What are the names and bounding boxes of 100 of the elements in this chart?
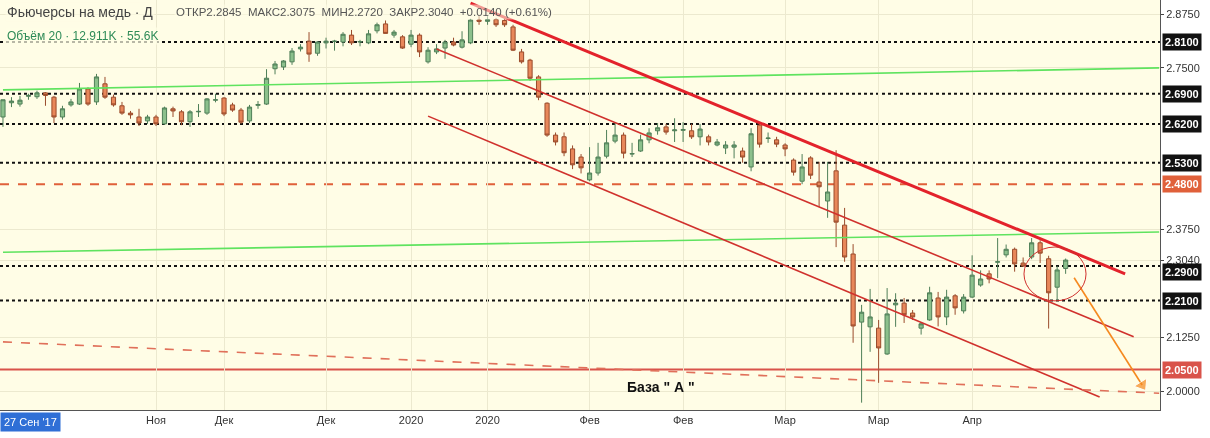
candlestick bbox=[374, 22, 380, 34]
x-tick-label: Ноя bbox=[145, 414, 167, 427]
candlestick bbox=[289, 47, 295, 66]
candlestick bbox=[1020, 256, 1026, 268]
candlestick bbox=[221, 96, 227, 117]
candlestick bbox=[314, 40, 321, 57]
y-tick-label: 2.7500 bbox=[1166, 61, 1200, 74]
ref-line-label: 2.4800 bbox=[1165, 178, 1199, 190]
candlestick bbox=[238, 107, 244, 125]
candlestick bbox=[212, 93, 219, 103]
candlestick bbox=[1029, 237, 1035, 260]
candlestick bbox=[76, 82, 83, 106]
candlestick bbox=[59, 105, 66, 121]
candlestick bbox=[501, 17, 508, 28]
ref-line-label: 2.2100 bbox=[1165, 295, 1199, 307]
candlestick bbox=[1054, 265, 1060, 302]
chart-title: Фьючерсы на медь · Д bbox=[7, 4, 154, 20]
candlestick bbox=[280, 59, 287, 71]
x-tick-label: 2020 bbox=[475, 414, 500, 427]
y-tick-label: 2.8750 bbox=[1166, 7, 1200, 20]
candlestick bbox=[476, 15, 482, 26]
candlestick bbox=[68, 98, 74, 108]
candlestick bbox=[348, 29, 355, 46]
x-tick-label: 2020 bbox=[398, 414, 424, 427]
x-tick-label: Фев bbox=[672, 414, 694, 427]
candlestick bbox=[969, 254, 975, 299]
annotation: База " А " bbox=[627, 379, 695, 395]
candlestick bbox=[629, 142, 635, 158]
candlestick bbox=[637, 134, 644, 153]
candlestick bbox=[552, 132, 559, 146]
annotation: Объём 20 · 12.911K · 55.6K bbox=[7, 29, 159, 43]
candlestick bbox=[586, 146, 593, 182]
candlestick bbox=[706, 134, 712, 146]
candlestick bbox=[842, 207, 848, 263]
candlestick bbox=[663, 123, 669, 136]
candlestick bbox=[272, 60, 278, 75]
candlestick bbox=[1012, 247, 1018, 273]
candlestick bbox=[323, 37, 329, 49]
candlestick bbox=[723, 140, 729, 155]
candlestick bbox=[17, 95, 23, 108]
candlestick bbox=[978, 269, 984, 288]
candlestick bbox=[127, 110, 134, 120]
candlestick bbox=[85, 86, 91, 107]
y-tick-label: 2.1250 bbox=[1166, 331, 1200, 344]
candlestick bbox=[170, 106, 176, 118]
candlestick bbox=[450, 37, 457, 47]
y-tick-label: 2.0000 bbox=[1166, 384, 1200, 397]
candlestick bbox=[612, 121, 618, 144]
ref-line-label: 2.2900 bbox=[1165, 266, 1199, 278]
candlestick bbox=[25, 93, 32, 101]
x-tick-label: Фев bbox=[579, 414, 600, 427]
ref-line-label: 2.6900 bbox=[1165, 88, 1199, 100]
candlestick bbox=[246, 104, 253, 124]
candlestick bbox=[229, 102, 236, 113]
text: 27 Сен '17 bbox=[4, 416, 57, 428]
x-tick-label: Мар bbox=[867, 414, 890, 427]
candlestick bbox=[1063, 258, 1069, 275]
candlestick bbox=[518, 48, 525, 65]
candlestick bbox=[799, 153, 805, 185]
candlestick bbox=[927, 286, 933, 322]
candlestick bbox=[416, 32, 423, 58]
candlestick bbox=[408, 29, 414, 48]
candlestick bbox=[161, 106, 168, 126]
candlestick bbox=[774, 136, 780, 148]
candlestick bbox=[195, 103, 202, 118]
y-tick-label: 2.3040 bbox=[1166, 253, 1200, 266]
ref-line-label: 2.0500 bbox=[1165, 364, 1199, 376]
candlestick bbox=[952, 293, 958, 316]
candlestick bbox=[153, 114, 159, 127]
y-tick-label: 2.3750 bbox=[1166, 223, 1200, 236]
candlestick bbox=[944, 289, 950, 326]
candlestick bbox=[578, 153, 584, 174]
candlestick bbox=[42, 92, 49, 107]
x-tick-label: Мар bbox=[774, 414, 796, 427]
candlestick bbox=[306, 31, 312, 63]
candlestick bbox=[782, 142, 788, 157]
candlestick bbox=[595, 142, 601, 177]
candlestick bbox=[136, 108, 142, 127]
candlestick bbox=[876, 319, 882, 384]
candlestick bbox=[484, 15, 491, 26]
candlestick bbox=[850, 243, 856, 344]
candlestick bbox=[459, 30, 465, 49]
candlestick bbox=[808, 155, 814, 180]
candlestick bbox=[765, 132, 771, 144]
candlestick bbox=[34, 90, 40, 100]
candlestick bbox=[697, 123, 703, 146]
candlestick bbox=[961, 293, 967, 314]
candlestick bbox=[867, 288, 873, 353]
x-tick-label: Апр bbox=[962, 414, 982, 427]
candlestick bbox=[399, 34, 406, 50]
candlestick bbox=[0, 99, 6, 128]
candlestick bbox=[893, 292, 899, 328]
candlestick bbox=[825, 161, 831, 219]
candlestick bbox=[391, 29, 397, 39]
candlestick bbox=[204, 97, 210, 116]
candlestick bbox=[263, 68, 270, 106]
candlestick bbox=[671, 117, 678, 143]
candlestick bbox=[689, 123, 695, 140]
ref-line-label: 2.6200 bbox=[1165, 118, 1199, 130]
candlestick bbox=[340, 31, 346, 47]
